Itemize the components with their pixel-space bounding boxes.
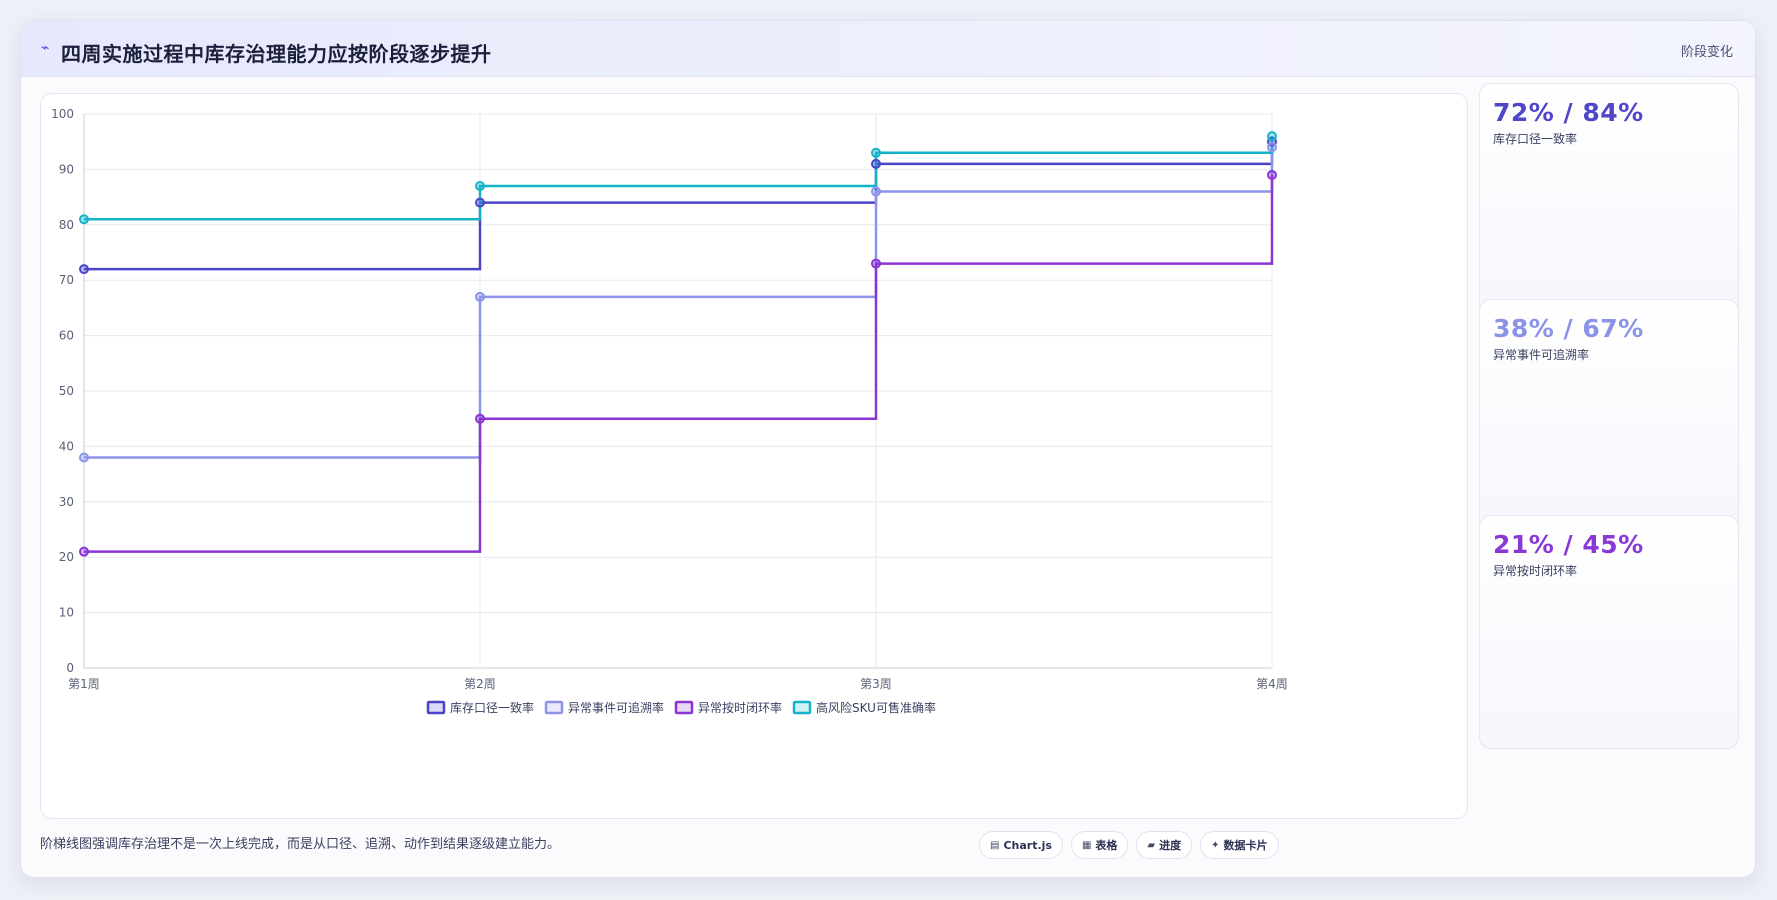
chip-data-card[interactable]: ✦ 数据卡片	[1200, 831, 1279, 859]
trend-icon: ⌁	[41, 40, 50, 56]
series-line	[84, 174, 1274, 553]
y-tick-label: 90	[59, 162, 74, 176]
chip-progress[interactable]: ▰ 进度	[1136, 831, 1193, 859]
legend-label: 异常事件可追溯率	[568, 700, 664, 715]
card-icon: ✦	[1211, 839, 1220, 851]
data-point	[79, 214, 89, 225]
y-tick-label: 60	[59, 329, 74, 343]
data-point	[871, 147, 881, 158]
data-point	[871, 158, 881, 169]
legend-swatch	[544, 700, 564, 715]
legend-swatch	[674, 700, 694, 715]
metric-card-3: 21% / 45% 异常按时闭环率	[1479, 515, 1739, 749]
step-line-chart: 0 10 20 30 40 50 60 70 80 90 100 第1周 第2周 第3周 第4周库存口径一致…	[51, 107, 1288, 715]
legend-swatch	[792, 700, 812, 715]
y-tick-label: 100	[51, 107, 74, 121]
metric-value: 38% / 67%	[1493, 314, 1644, 343]
data-point	[871, 186, 881, 197]
chip-table[interactable]: ▦ 表格	[1070, 831, 1129, 859]
data-point	[475, 181, 485, 192]
y-tick-label: 30	[59, 495, 74, 509]
data-point	[475, 291, 485, 302]
y-tick-label: 0	[66, 661, 74, 675]
data-point	[1267, 142, 1277, 153]
x-tick-label: 第1周	[68, 677, 100, 691]
progress-icon: ▰	[1147, 839, 1156, 851]
metric-value: 72% / 84%	[1493, 98, 1644, 127]
metric-card-2: 38% / 67% 异常事件可追溯率	[1479, 299, 1739, 533]
x-tick-label: 第4周	[1256, 677, 1288, 691]
data-point	[79, 264, 89, 275]
chart-panel: 0 10 20 30 40 50 60 70 80 90 100 第1周 第2周 第3周 第4周库存口径一致…	[40, 93, 1468, 819]
legend-label: 库存口径一致率	[450, 700, 534, 715]
data-point	[1267, 169, 1277, 180]
chart-icon: ▤	[990, 839, 1000, 851]
y-tick-label: 20	[59, 550, 74, 564]
legend-swatch	[426, 700, 446, 715]
x-tick-label: 第2周	[464, 677, 496, 691]
chip-label: Chart.js	[1003, 838, 1052, 852]
data-point	[475, 413, 485, 424]
stage-change-tag: 阶段变化	[1680, 45, 1733, 60]
data-point	[475, 197, 485, 208]
data-point	[871, 258, 881, 269]
series-line	[84, 141, 1274, 271]
y-tick-label: 80	[59, 218, 74, 232]
metric-label: 库存口径一致率	[1493, 132, 1578, 146]
data-point	[79, 546, 89, 557]
metric-label: 异常按时闭环率	[1493, 564, 1578, 578]
y-tick-label: 70	[59, 273, 74, 287]
series-line	[84, 147, 1274, 459]
legend-label: 高风险SKU可售准确率	[816, 700, 936, 715]
y-tick-label: 10	[59, 606, 74, 620]
data-point	[1267, 131, 1277, 142]
x-tick-label: 第3周	[860, 677, 892, 691]
chip-label: 进度	[1159, 839, 1182, 852]
dashboard-card: ⌁ 四周实施过程中库存治理能力应按阶段逐步提升 阶段变化 0 10 20 30 40 50…	[20, 20, 1756, 878]
y-tick-label: 40	[59, 439, 74, 453]
chip-label: 数据卡片	[1223, 839, 1268, 852]
metric-card-1: 72% / 84% 库存口径一致率	[1479, 83, 1739, 317]
footer-note: 阶梯线图强调库存治理不是一次上线完成，而是从口径、追溯、动作到结果逐级建立能力。	[40, 837, 561, 852]
series-line	[84, 136, 1274, 221]
card-header: ⌁ 四周实施过程中库存治理能力应按阶段逐步提升 阶段变化	[21, 21, 1755, 77]
legend-label: 异常按时闭环率	[698, 700, 782, 715]
tech-chips: ▤ Chart.js ▦ 表格 ▰ 进度 ✦ 数据卡片	[979, 831, 1279, 859]
metric-label: 异常事件可追溯率	[1493, 348, 1590, 362]
page-title: 四周实施过程中库存治理能力应按阶段逐步提升	[61, 42, 492, 66]
chip-label: 表格	[1095, 839, 1118, 852]
table-icon: ▦	[1081, 839, 1092, 851]
y-tick-label: 50	[59, 384, 74, 398]
metric-value: 21% / 45%	[1493, 530, 1644, 559]
chip-chartjs[interactable]: ▤ Chart.js	[979, 831, 1063, 859]
data-point	[79, 452, 89, 463]
